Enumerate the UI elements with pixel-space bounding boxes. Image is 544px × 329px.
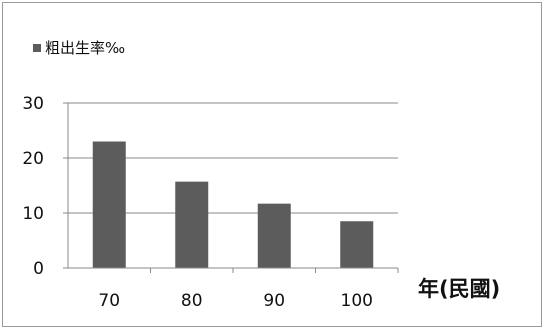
x-tick-label: 100 <box>341 291 373 311</box>
axes <box>63 102 399 273</box>
bar-90 <box>257 203 291 268</box>
x-axis-title: 年(民國) <box>418 277 500 301</box>
legend-label: 粗出生率‰ <box>45 39 125 57</box>
x-tick-labels: 70 80 90 100 <box>98 291 373 311</box>
bars <box>92 141 374 268</box>
bar-70 <box>92 141 126 268</box>
y-tick-label: 10 <box>22 204 44 224</box>
legend-swatch <box>33 44 41 52</box>
x-tick-label: 80 <box>181 291 203 311</box>
y-tick-labels: 0 10 20 30 <box>22 94 44 279</box>
x-tick-label: 70 <box>98 291 120 311</box>
bar-100 <box>340 221 374 268</box>
y-tick-label: 0 <box>33 259 44 279</box>
x-tick-label: 90 <box>263 291 285 311</box>
y-tick-label: 20 <box>22 149 44 169</box>
bar-80 <box>175 181 209 268</box>
y-tick-label: 30 <box>22 94 44 114</box>
